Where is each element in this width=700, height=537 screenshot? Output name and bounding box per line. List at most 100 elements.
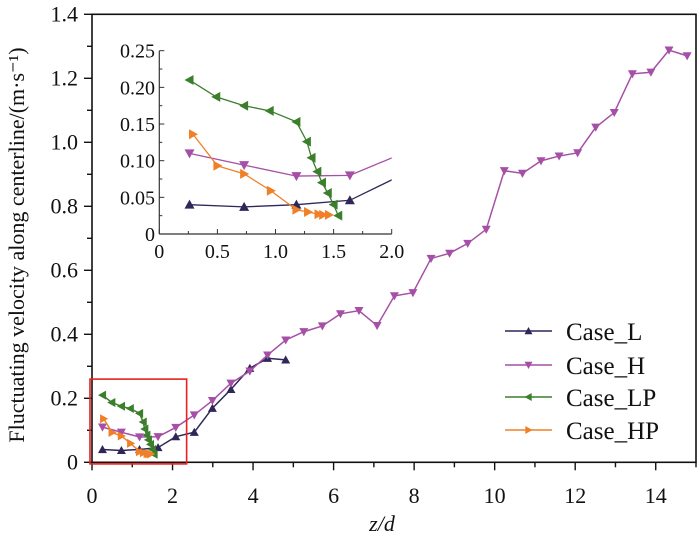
- data-point-triangle-left: [116, 401, 125, 411]
- data-point-triangle-left: [135, 408, 144, 418]
- data-point-triangle-down: [646, 68, 656, 77]
- data-point-triangle-right: [304, 207, 314, 218]
- data-point-triangle-down: [263, 351, 273, 360]
- inset-series-case-lp: [184, 75, 343, 221]
- legend-item-case-hp: Case_HP: [505, 418, 659, 445]
- data-point-triangle-right: [147, 449, 156, 459]
- data-point-triangle-left: [264, 105, 274, 116]
- y-tick-label: 0.4: [51, 321, 79, 346]
- data-point-triangle-up: [524, 327, 533, 335]
- data-point-triangle-up: [184, 199, 195, 209]
- data-point-triangle-down: [591, 123, 601, 132]
- y-tick-label: 0.6: [51, 257, 79, 282]
- data-point-triangle-right: [240, 168, 250, 179]
- data-point-triangle-down: [664, 46, 674, 55]
- legend-label: Case_HP: [566, 418, 659, 445]
- data-point-triangle-left: [239, 100, 249, 111]
- data-point-triangle-left: [138, 417, 147, 427]
- data-point-triangle-right: [314, 209, 324, 220]
- x-tick-label: 14: [645, 483, 667, 508]
- data-point-triangle-down: [207, 396, 217, 406]
- inset-series-case-l: [184, 179, 392, 211]
- data-point-triangle-up: [189, 427, 199, 436]
- data-point-triangle-left: [333, 210, 343, 221]
- data-point-triangle-right: [266, 185, 276, 196]
- data-point-triangle-right: [324, 209, 334, 220]
- data-point-triangle-down: [189, 411, 199, 420]
- data-point-triangle-right: [100, 414, 109, 424]
- data-point-triangle-left: [301, 136, 311, 147]
- data-point-triangle-right: [213, 160, 223, 171]
- series-case-hp: [100, 414, 156, 459]
- data-point-triangle-left: [142, 430, 151, 440]
- data-point-triangle-up: [97, 445, 107, 454]
- data-point-triangle-down: [317, 322, 327, 331]
- inset-x-tick-label: 0.5: [205, 241, 230, 263]
- data-point-triangle-left: [328, 199, 338, 210]
- data-point-triangle-down: [291, 172, 302, 182]
- inset-x-tick-label: 0: [154, 241, 164, 263]
- x-tick-label: 12: [564, 483, 586, 508]
- y-tick-label: 1.2: [51, 65, 79, 90]
- zoom-region-box: [89, 378, 188, 465]
- inset-y-tick-label: 0.20: [120, 77, 155, 99]
- data-point-triangle-down: [171, 423, 181, 432]
- data-point-triangle-down: [627, 70, 637, 79]
- legend-item-case-l: Case_L: [505, 319, 642, 346]
- data-point-triangle-down: [408, 289, 418, 298]
- data-point-triangle-down: [609, 108, 619, 118]
- inset-series-line: [189, 152, 392, 177]
- data-point-triangle-down: [463, 239, 473, 248]
- inset-y-tick-label: 0.05: [120, 187, 155, 209]
- series-case-l: [97, 353, 291, 455]
- data-point-triangle-up: [344, 195, 355, 205]
- data-point-triangle-down: [239, 161, 250, 171]
- data-point-triangle-down: [536, 157, 546, 166]
- legend: Case_L Case_H Case_LP Case_HP: [505, 319, 659, 445]
- inset-y-tick-label: 0: [145, 224, 155, 246]
- x-tick-label: 0: [87, 483, 98, 508]
- data-point-triangle-left: [312, 166, 322, 177]
- data-point-triangle-down: [344, 171, 355, 181]
- data-point-triangle-left: [107, 397, 116, 407]
- inset-series-line: [189, 79, 339, 216]
- data-point-triangle-left: [524, 393, 532, 401]
- legend-item-case-h: Case_H: [505, 353, 645, 380]
- inset-series-case-hp: [188, 129, 334, 220]
- series-case-lp: [97, 390, 158, 459]
- data-point-triangle-down: [281, 336, 291, 345]
- data-point-triangle-down: [554, 152, 564, 161]
- data-point-triangle-down: [499, 167, 509, 176]
- data-point-triangle-down: [335, 310, 345, 319]
- data-point-triangle-left: [291, 116, 301, 127]
- data-point-triangle-down: [184, 149, 195, 159]
- data-point-triangle-left: [140, 424, 149, 434]
- data-point-triangle-up: [226, 384, 236, 393]
- y-tick-label: 1.0: [51, 129, 79, 154]
- legend-label: Case_L: [566, 319, 642, 346]
- inset-y-tick-label: 0.25: [120, 41, 155, 63]
- inset-series-line: [189, 179, 392, 208]
- x-tick-label: 2: [167, 483, 178, 508]
- inset-x-tick-label: 1.5: [321, 241, 346, 263]
- data-point-triangle-down: [97, 423, 107, 432]
- data-point-triangle-right: [108, 428, 117, 438]
- data-point-triangle-right: [292, 204, 302, 215]
- data-point-triangle-left: [97, 390, 107, 400]
- data-point-triangle-up: [239, 201, 250, 211]
- data-point-triangle-right: [117, 431, 126, 441]
- inset-y-tick-label: 0.15: [120, 114, 155, 136]
- data-point-triangle-left: [316, 177, 326, 188]
- data-point-triangle-left: [184, 75, 194, 86]
- data-point-triangle-right: [188, 129, 198, 140]
- x-tick-label: 4: [248, 483, 259, 508]
- data-point-triangle-left: [322, 187, 332, 198]
- data-point-triangle-down: [445, 249, 455, 258]
- legend-label: Case_H: [566, 353, 645, 380]
- x-axis-label: z/d: [368, 511, 396, 536]
- data-point-triangle-up: [207, 403, 217, 412]
- data-point-triangle-down: [354, 307, 364, 316]
- series-line: [102, 357, 286, 452]
- y-axis-label: Fluctuating velocity along centerline/(m…: [4, 47, 29, 442]
